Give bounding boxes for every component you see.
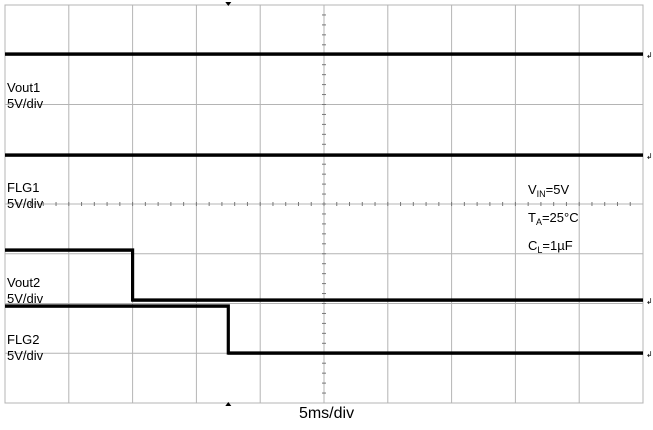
channel-marker-flg2: ↲ [646, 350, 653, 359]
trigger-position-marker-bottom [225, 402, 232, 406]
vout1-label: Vout1 [7, 80, 41, 95]
flg1-label: FLG1 [7, 180, 40, 195]
channel-marker-vout2: ↲ [646, 297, 653, 306]
x-axis-label: 5ms/div [298, 405, 355, 422]
flg2-scale: 5V/div [7, 348, 44, 363]
markers: ↲ ↲ ↲ ↲ [225, 2, 653, 406]
condition-vin: VIN=5V [528, 182, 570, 199]
condition-ta: TA=25°C [528, 210, 579, 227]
vout1-scale: 5V/div [7, 96, 44, 111]
grid [4, 4, 644, 404]
channel-marker-flg1: ↲ [646, 152, 653, 161]
condition-cl: CL=1µF [528, 238, 573, 255]
channel-marker-vout1: ↲ [646, 51, 653, 60]
flg2-label: FLG2 [7, 332, 40, 347]
vout2-scale: 5V/div [7, 291, 44, 306]
trigger-position-marker [225, 2, 232, 6]
trace-noise-vout2 [5, 251, 643, 302]
traces [5, 52, 643, 355]
vout2-label: Vout2 [7, 275, 41, 290]
flg1-scale: 5V/div [7, 196, 44, 211]
trace-noise-flg2 [5, 307, 643, 355]
